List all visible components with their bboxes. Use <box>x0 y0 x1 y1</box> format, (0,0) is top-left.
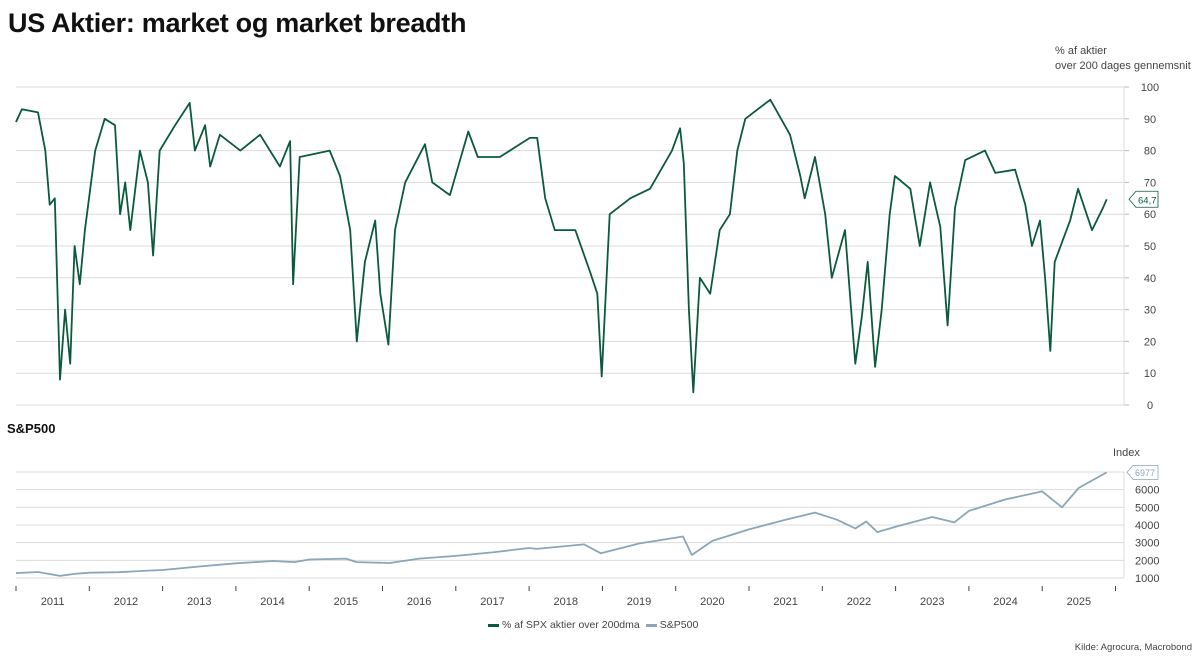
spx-y-axis-label: Index <box>1113 447 1140 459</box>
x-tick-label: 2013 <box>187 596 211 608</box>
y-tick-label: 2000 <box>1135 555 1159 567</box>
x-tick-label: 2024 <box>993 596 1017 608</box>
spx-line <box>15 471 1108 577</box>
x-tick-label: 2025 <box>1067 596 1091 608</box>
y-tick-label: 0 <box>1147 400 1153 412</box>
y-tick-label: 4000 <box>1135 520 1159 532</box>
legend-label-spx: S&P500 <box>659 619 699 631</box>
last-value-label-spx: 6977 <box>1135 468 1155 478</box>
chart-title: US Aktier: market og market breadth <box>8 8 467 38</box>
x-tick-label: 2015 <box>334 596 358 608</box>
legend-swatch-breadth <box>488 623 499 627</box>
y-tick-label: 80 <box>1144 146 1156 158</box>
y-tick-label: 3000 <box>1135 538 1159 550</box>
x-tick-label: 2018 <box>554 596 578 608</box>
last-value-label-breadth: 64,7 <box>1138 195 1157 206</box>
x-tick-label: 2023 <box>920 596 944 608</box>
y-tick-label: 6000 <box>1135 485 1159 497</box>
x-tick-label: 2016 <box>407 596 431 608</box>
x-tick-label: 2012 <box>114 596 138 608</box>
y-tick-label: 30 <box>1144 305 1156 317</box>
y-tick-label: 5000 <box>1135 502 1159 514</box>
y-tick-label: 40 <box>1144 273 1156 285</box>
x-tick-label: 2020 <box>700 596 724 608</box>
last-value-callout-spx <box>1126 465 1159 480</box>
x-tick-label: 2021 <box>773 596 797 608</box>
y-tick-label: 70 <box>1144 177 1156 189</box>
legend-item-breadth: % af SPX aktier over 200dma <box>488 619 640 631</box>
legend: % af SPX aktier over 200dma S&P500 <box>488 619 698 631</box>
legend-item-spx: S&P500 <box>645 619 699 631</box>
x-tick-label: 2017 <box>480 596 504 608</box>
y-label-line2: over 200 dages gennemsnit <box>1055 60 1191 72</box>
breadth-y-axis-label: % af aktier over 200 dages gennemsnit <box>1055 44 1191 74</box>
x-tick-label: 2022 <box>847 596 871 608</box>
last-value-callout-breadth <box>1128 190 1159 208</box>
y-tick-label: 100 <box>1141 82 1159 94</box>
y-tick-label: 50 <box>1144 241 1156 253</box>
breadth-line <box>15 98 1108 394</box>
x-tick-label: 2019 <box>627 596 651 608</box>
x-tick-label: 2011 <box>41 596 65 608</box>
y-tick-label: 10 <box>1144 368 1156 380</box>
legend-swatch-spx <box>645 623 657 627</box>
x-tick-label: 2014 <box>260 596 284 608</box>
y-label-line1: % af aktier <box>1055 45 1107 57</box>
y-tick-label: 90 <box>1144 114 1156 126</box>
y-tick-label: 1000 <box>1135 573 1159 585</box>
y-tick-label: 20 <box>1144 336 1156 348</box>
spx-panel-title: S&P500 <box>7 421 56 436</box>
y-tick-label: 60 <box>1144 209 1156 221</box>
legend-label-breadth: % af SPX aktier over 200dma <box>502 619 640 631</box>
source-note: Kilde: Agrocura, Macrobond <box>1074 642 1192 653</box>
